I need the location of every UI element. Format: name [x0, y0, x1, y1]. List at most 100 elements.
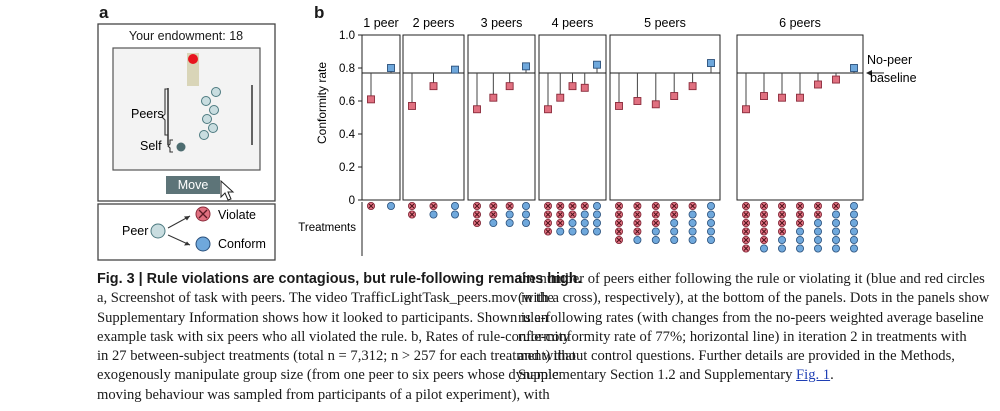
legend-violate-label: Violate: [218, 208, 256, 222]
caption-line: example task with six peers who all viol…: [97, 328, 570, 345]
y-tick-label: 0.4: [339, 129, 356, 141]
y-tick-label: 1.0: [339, 30, 355, 42]
cross-mark: [671, 212, 677, 217]
conform-dot: [489, 218, 498, 227]
conform-dot: [707, 227, 716, 236]
task-arena: [112, 47, 261, 171]
cross-mark: [635, 203, 640, 209]
cross-mark: [833, 203, 839, 209]
panel-5: 5 peers: [609, 16, 721, 201]
cross-mark: [779, 220, 785, 226]
panel-title: 2 peers: [413, 16, 455, 30]
cross-mark: [743, 212, 749, 217]
panel-box: [467, 34, 536, 201]
panel-6: 6 peers: [736, 16, 864, 201]
violate-point: [778, 93, 786, 102]
conform-dot: [593, 227, 602, 236]
cross-mark: [616, 220, 622, 226]
conform-dot: [832, 235, 841, 244]
cross-mark: [797, 220, 803, 226]
caption-right: the number of peers either following the…: [518, 270, 989, 386]
caption-line: in 27 between-subject treatments (total …: [97, 348, 576, 365]
cross-mark: [635, 212, 640, 217]
treatments-area: Treatments: [298, 201, 859, 256]
conform-dot: [778, 244, 787, 253]
conform-dot: [593, 210, 602, 219]
peer-dot: [209, 105, 219, 115]
legend-peer-dot: [150, 223, 166, 239]
cross-mark: [545, 220, 551, 226]
caption-line: and without control questions. Further d…: [518, 348, 955, 365]
violate-point: [796, 93, 804, 102]
conform-dot: [633, 235, 642, 244]
panel-title: 4 peers: [552, 16, 594, 30]
panel-box: [609, 34, 721, 201]
cross-mark: [815, 212, 821, 217]
peers-label: Peers: [131, 107, 164, 121]
y-axis: 0 0.2 0.4 0.6 0.8 1.0: [339, 30, 363, 207]
violate-point: [742, 105, 750, 114]
supp-fig-link[interactable]: Fig. 1: [796, 367, 831, 384]
cross-mark: [743, 246, 749, 251]
conform-dot: [580, 210, 589, 219]
panel-title: 5 peers: [644, 16, 686, 30]
conform-dot: [832, 227, 841, 236]
panel-4: 4 peers: [538, 16, 607, 201]
cross-mark: [474, 212, 480, 217]
conform-dot: [850, 235, 859, 244]
cross-mark: [557, 220, 563, 226]
caption-line: the number of peers either following the…: [518, 271, 985, 287]
caption-line: rule-following rates (with changes from …: [518, 309, 984, 326]
cross-mark: [545, 212, 551, 217]
self-label: Self: [140, 139, 162, 153]
cross-mark: [743, 237, 749, 243]
peer-dot: [199, 130, 209, 140]
panel-box: [402, 34, 465, 201]
conform-dot: [651, 235, 660, 244]
task-screenshot: Your endowment: 18 Peers Self Move: [97, 23, 276, 202]
cross-mark: [570, 203, 575, 209]
conform-dot: [850, 244, 859, 253]
peer-dot: [211, 87, 221, 97]
legend-conform-label: Conform: [218, 237, 266, 251]
conform-dot: [707, 235, 716, 244]
conform-dot: [386, 201, 395, 210]
peer-dot: [201, 96, 211, 106]
panel-box: [736, 34, 864, 201]
baseline-label: baseline: [870, 71, 917, 85]
conform-dot: [568, 218, 577, 227]
cross-mark: [653, 212, 659, 217]
conform-dot: [593, 201, 602, 210]
conform-dot: [778, 235, 787, 244]
conform-dot: [814, 218, 823, 227]
conform-dot: [850, 201, 859, 210]
y-tick-label: 0.2: [339, 162, 355, 174]
cross-mark: [797, 212, 803, 217]
treatment-group-2: [407, 201, 459, 219]
red-light: [188, 54, 198, 64]
caption-line: Supplementary Information shows how it l…: [97, 309, 549, 326]
panel-title: 3 peers: [481, 16, 523, 30]
cross-mark: [761, 212, 767, 217]
violate-point: [367, 95, 375, 104]
violate-point: [832, 75, 840, 84]
caption-line: exogenously manipulate group size (from …: [97, 367, 559, 384]
cross-mark: [671, 203, 677, 209]
cross-mark: [743, 203, 749, 209]
violate-point: [760, 92, 768, 101]
conform-point: [850, 64, 858, 72]
panel-title: 6 peers: [779, 16, 821, 30]
violate-point: [473, 105, 481, 114]
conform-dot: [832, 244, 841, 253]
conform-dot: [522, 210, 531, 219]
cross-mark: [635, 220, 640, 226]
caption-left: Fig. 3 | Rule violations are contagious,…: [97, 270, 582, 405]
y-tick-label: 0.8: [339, 63, 355, 75]
peer-dot: [202, 114, 212, 124]
cross-mark: [368, 203, 374, 209]
move-button[interactable]: Move: [166, 176, 220, 194]
cross-mark: [761, 229, 767, 234]
cross-mark: [779, 203, 785, 209]
conform-dot: [580, 227, 589, 236]
treatment-group-4: [544, 201, 602, 236]
